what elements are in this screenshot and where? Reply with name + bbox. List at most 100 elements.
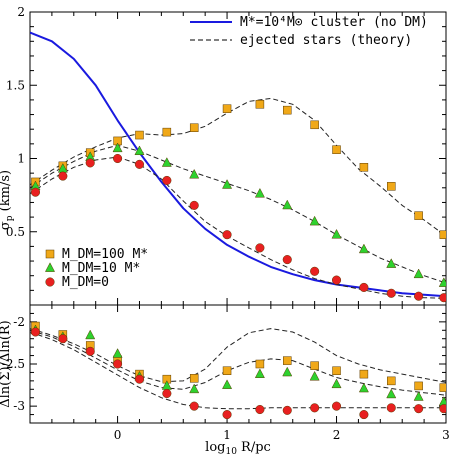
circle-point: [331, 275, 342, 285]
square-point: [255, 359, 265, 369]
square-point: [332, 145, 341, 154]
circle-point: [439, 404, 446, 414]
square-point: [189, 123, 199, 132]
circle-point: [162, 388, 172, 399]
legend-lines: M*=10⁴M⊙ cluster (no DM) ejected stars (t…: [190, 15, 428, 48]
circle-point: [222, 410, 232, 420]
triangle-point: [134, 145, 145, 156]
triangle-point: [85, 329, 96, 340]
y-tick-label: -2.5: [2, 357, 25, 371]
square-point: [255, 100, 265, 109]
circle-point: [189, 401, 199, 411]
circle-point: [58, 171, 68, 181]
circle-point: [255, 243, 265, 253]
top-series: [30, 31, 446, 303]
legend-triangle-swatch: [44, 262, 56, 272]
circle-point: [386, 403, 396, 413]
square-point: [283, 356, 292, 365]
theory-curve: [30, 329, 446, 396]
circle-point: [30, 187, 41, 197]
bottom-y-axis-label: Δln(Σ)/Δln(R): [0, 320, 13, 407]
circle-point: [386, 288, 396, 298]
triangle-point: [112, 348, 123, 358]
theory-curve: [30, 328, 446, 383]
circle-point: [414, 291, 424, 301]
circle-point: [414, 404, 424, 414]
triangle-point: [331, 228, 342, 239]
triangle-point: [222, 179, 233, 189]
square-point: [135, 130, 144, 140]
triangle-point: [112, 142, 123, 153]
legend-marker-label: M_DM=100 M*: [62, 247, 148, 262]
bottom-panel: -2 -2.5 -3 0 1 2 3: [2, 304, 450, 442]
square-point: [162, 127, 172, 137]
circle-point: [282, 255, 292, 265]
square-point: [189, 374, 199, 383]
triangle-point: [282, 366, 293, 377]
x-tick-label: 3: [442, 428, 450, 442]
circle-point: [113, 153, 123, 164]
triangle-point: [161, 157, 172, 167]
circle-point: [30, 327, 41, 337]
theory-curve: [30, 97, 446, 237]
circle-point: [359, 282, 369, 292]
legend-marker-label: M_DM=10 M*: [62, 261, 140, 276]
square-point: [414, 211, 423, 220]
legend-square-swatch: [45, 249, 55, 259]
triangle-point: [189, 383, 200, 394]
x-tick-label: 0: [114, 428, 122, 442]
square-point: [359, 369, 369, 379]
triangle-point: [358, 243, 369, 254]
triangle-point: [222, 379, 233, 389]
plot-panels: 0.5 1 1.5 2 -2 -2.5 -3 0 1 2 3: [2, 5, 450, 442]
legend-marker-label: M_DM=0: [62, 275, 109, 290]
circle-point: [162, 175, 172, 186]
y-tick-label: -3: [13, 399, 25, 413]
circle-point: [310, 266, 320, 276]
square-point: [414, 381, 423, 391]
triangle-point: [254, 368, 265, 378]
circle-point: [282, 405, 292, 415]
triangle-point: [386, 258, 397, 268]
square-point: [387, 182, 396, 191]
triangle-point: [254, 187, 265, 198]
x-axis-label: log10 R/pc: [205, 440, 271, 457]
y-tick-label: 0.5: [6, 225, 25, 239]
triangle-point: [413, 268, 424, 279]
top-panel: 0.5 1 1.5 2: [6, 5, 447, 306]
bottom-series: [30, 321, 446, 420]
x-tick-label: 1: [223, 428, 231, 442]
circle-point: [85, 158, 95, 168]
square-point: [283, 105, 292, 115]
square-point: [222, 104, 232, 113]
square-point: [359, 163, 369, 172]
bottom-frame: [29, 304, 447, 424]
y-tick-label: 2: [17, 5, 25, 19]
circle-point: [439, 293, 446, 303]
circle-point: [113, 359, 123, 369]
triangle-point: [386, 388, 397, 399]
legend-line-label: M*=10⁴M⊙ cluster (no DM): [240, 15, 428, 30]
square-point: [222, 366, 232, 375]
top-y-axis-label: σp (km/s): [0, 170, 15, 230]
theory-curve: [30, 156, 446, 299]
circle-point: [189, 200, 199, 210]
circle-point: [331, 401, 342, 411]
triangle-point: [309, 215, 320, 226]
triangle-point: [438, 277, 446, 287]
square-point: [310, 120, 319, 130]
square-point: [439, 230, 446, 239]
square-point: [332, 366, 341, 375]
circle-point: [134, 374, 145, 384]
square-point: [387, 376, 396, 386]
y-tick-label: 1: [17, 152, 25, 166]
circle-point: [255, 404, 265, 415]
square-point: [310, 361, 319, 370]
y-tick-label: 1.5: [6, 78, 25, 92]
theory-curve: [30, 331, 446, 410]
circle-point: [222, 230, 232, 240]
circle-point: [85, 346, 95, 356]
triangle-point: [358, 382, 369, 393]
